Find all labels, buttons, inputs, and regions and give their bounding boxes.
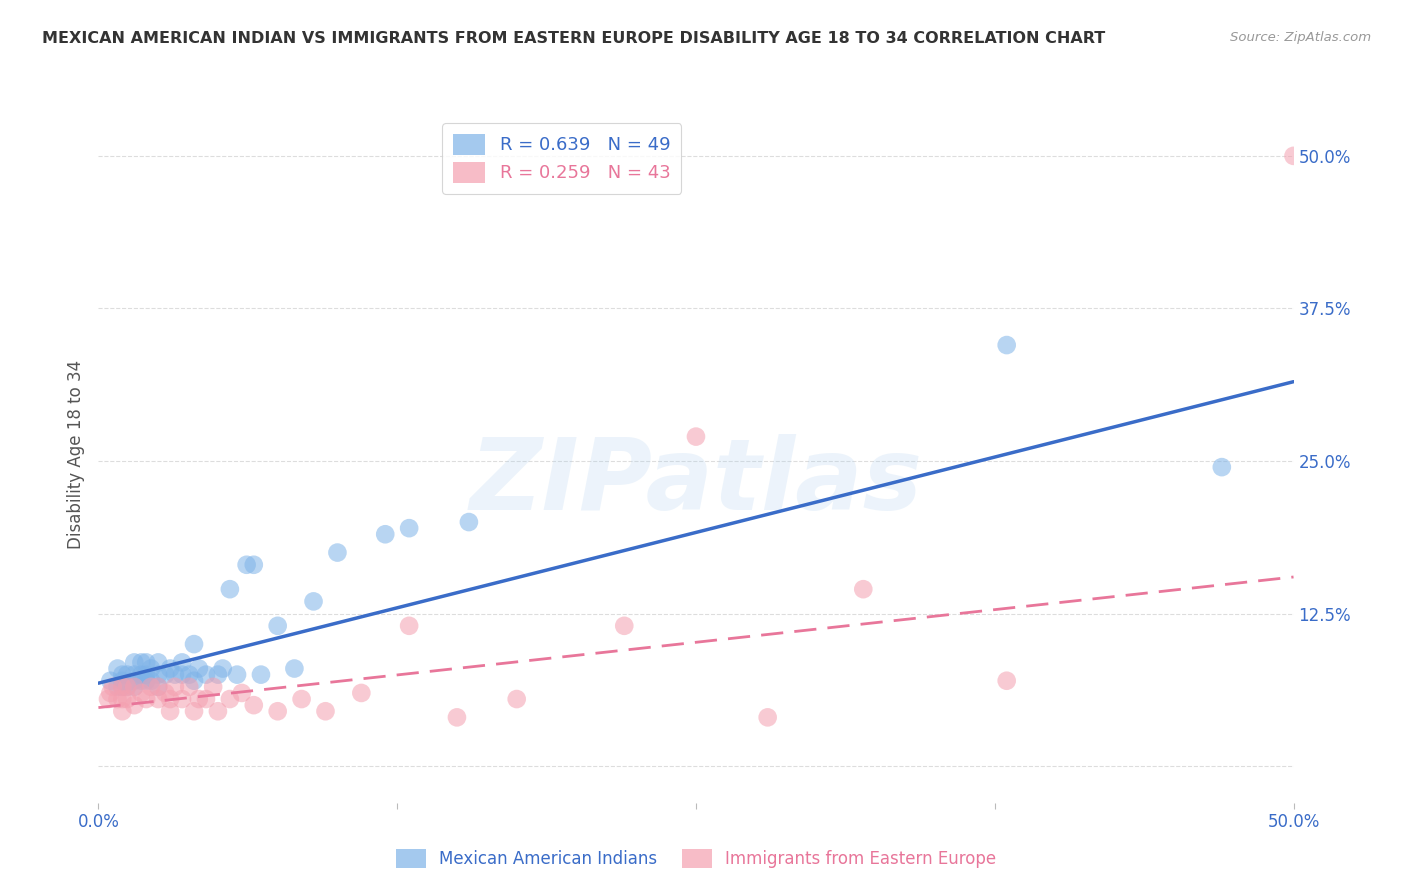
Point (124, 698, 146, 713)
Point (148, 656, 170, 670)
Point (124, 680, 146, 694)
Point (250, 667, 273, 681)
Point (131, 667, 153, 681)
Point (219, 692, 242, 706)
Point (283, 661, 305, 675)
Point (235, 558, 257, 572)
Point (115, 680, 138, 694)
Point (111, 704, 134, 718)
Point (1282, 149, 1305, 163)
Point (315, 704, 337, 718)
Point (163, 667, 186, 681)
Legend: Mexican American Indians, Immigrants from Eastern Europe: Mexican American Indians, Immigrants fro… (389, 842, 1002, 874)
Point (446, 710, 468, 724)
Point (267, 704, 290, 718)
Point (506, 692, 529, 706)
Point (172, 667, 194, 681)
Point (613, 619, 636, 633)
Point (98, 686, 122, 700)
Point (115, 667, 138, 681)
Point (172, 656, 194, 670)
Point (183, 704, 205, 718)
Point (187, 661, 209, 675)
Point (995, 338, 1018, 352)
Point (326, 545, 349, 559)
Point (398, 619, 420, 633)
Point (115, 692, 138, 706)
Point (139, 680, 162, 694)
Point (148, 667, 170, 681)
Point (111, 680, 134, 694)
Point (194, 667, 218, 681)
Point (111, 680, 134, 694)
Point (148, 692, 170, 706)
Point (291, 692, 314, 706)
Point (124, 673, 146, 688)
Point (107, 680, 129, 694)
Point (852, 582, 875, 597)
Point (115, 680, 138, 694)
Point (135, 667, 157, 681)
Point (159, 661, 181, 675)
Point (179, 667, 201, 681)
Point (458, 515, 481, 529)
Text: ZIPatlas: ZIPatlas (470, 434, 922, 532)
Point (107, 661, 129, 675)
Point (756, 710, 779, 724)
Point (183, 673, 205, 688)
Point (187, 692, 209, 706)
Point (155, 667, 177, 681)
Point (111, 667, 134, 681)
Point (97, 692, 120, 706)
Point (124, 680, 146, 694)
Point (98, 673, 122, 688)
Text: MEXICAN AMERICAN INDIAN VS IMMIGRANTS FROM EASTERN EUROPE DISABILITY AGE 18 TO 3: MEXICAN AMERICAN INDIAN VS IMMIGRANTS FR… (42, 31, 1105, 46)
Point (163, 680, 186, 694)
Y-axis label: Disability Age 18 to 34: Disability Age 18 to 34 (66, 360, 84, 549)
Point (219, 582, 242, 597)
Point (685, 429, 707, 443)
Point (135, 656, 157, 670)
Text: Source: ZipAtlas.com: Source: ZipAtlas.com (1230, 31, 1371, 45)
Point (243, 558, 266, 572)
Point (155, 686, 177, 700)
Point (135, 673, 157, 688)
Point (231, 686, 253, 700)
Point (267, 619, 290, 633)
Point (131, 673, 153, 688)
Point (350, 686, 373, 700)
Point (226, 667, 249, 681)
Point (148, 680, 170, 694)
Point (124, 656, 146, 670)
Point (101, 680, 124, 694)
Point (398, 521, 420, 535)
Point (139, 673, 162, 688)
Point (172, 692, 194, 706)
Point (243, 698, 266, 713)
Point (135, 692, 157, 706)
Point (1211, 460, 1233, 475)
Point (131, 686, 153, 700)
Point (202, 680, 225, 694)
Point (211, 661, 233, 675)
Point (111, 673, 134, 688)
Point (207, 667, 229, 681)
Point (111, 692, 134, 706)
Point (183, 637, 205, 651)
Point (139, 661, 162, 675)
Point (124, 667, 146, 681)
Point (374, 527, 396, 541)
Point (159, 704, 181, 718)
Point (995, 673, 1018, 688)
Point (107, 692, 129, 706)
Point (302, 594, 325, 608)
Point (207, 704, 229, 718)
Point (194, 692, 218, 706)
Point (131, 656, 153, 670)
Point (159, 692, 181, 706)
Point (148, 680, 170, 694)
Point (179, 680, 201, 694)
